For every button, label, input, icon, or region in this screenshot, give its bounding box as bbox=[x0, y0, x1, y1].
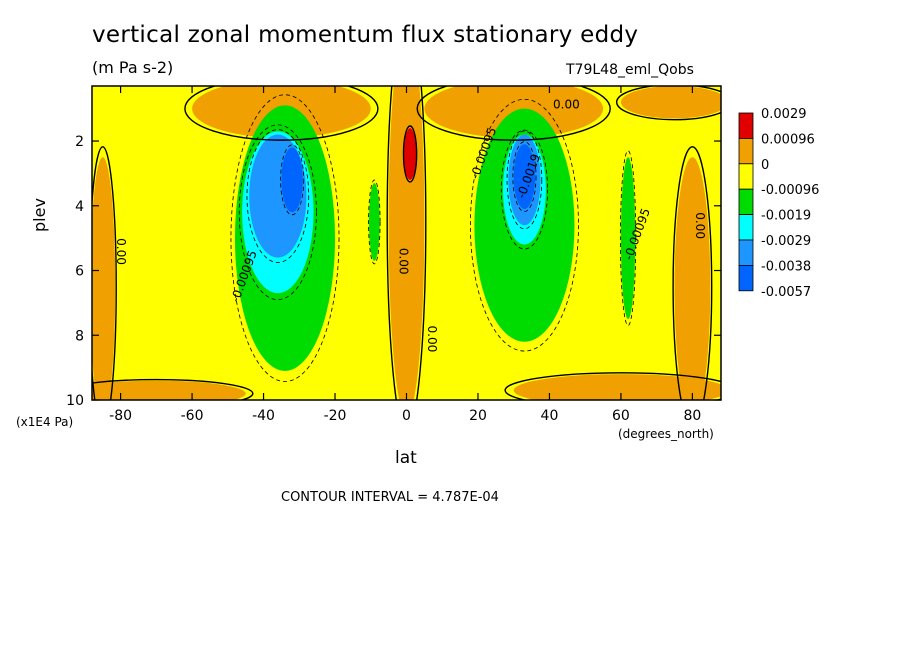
field-region-17 bbox=[281, 147, 303, 213]
x-tick-label-2: -40 bbox=[252, 408, 275, 424]
contour-line-6 bbox=[615, 86, 721, 121]
x-tick-label-5: 20 bbox=[469, 408, 487, 424]
legend-label-2: 0 bbox=[761, 158, 769, 173]
x-tick-label-8: 80 bbox=[683, 408, 701, 424]
y-tick-label-4: 10 bbox=[66, 393, 84, 409]
legend-swatch-1 bbox=[738, 137, 754, 165]
contour-line-3 bbox=[672, 146, 713, 400]
contour-line-10 bbox=[470, 98, 579, 352]
contour-line-16 bbox=[506, 130, 543, 230]
legend-swatch-4 bbox=[738, 214, 754, 241]
y-tick-label-0: 2 bbox=[75, 134, 84, 150]
legend-label-0: 0.0029 bbox=[761, 107, 807, 122]
contour-line-11 bbox=[368, 179, 381, 265]
contour-line-12 bbox=[619, 150, 637, 326]
field-region-2 bbox=[92, 157, 116, 400]
field-region-3 bbox=[674, 157, 711, 400]
legend-swatch-5 bbox=[738, 239, 754, 266]
contour-line-14 bbox=[500, 129, 548, 250]
field-region-7 bbox=[92, 380, 246, 400]
x-tick-label-0: -80 bbox=[109, 408, 132, 424]
chart-units: (m Pa s-2) bbox=[92, 58, 174, 77]
x-tick-label-4: 0 bbox=[402, 408, 411, 424]
contour-line-1 bbox=[402, 125, 418, 183]
legend-label-3: -0.00096 bbox=[761, 183, 819, 198]
contour-label-0: 0.00 bbox=[553, 98, 580, 112]
dataset-label: T79L48_eml_Qobs bbox=[566, 62, 694, 78]
legend-label-6: -0.0038 bbox=[761, 259, 811, 274]
contour-label-7: 0.00 bbox=[425, 326, 439, 353]
y-tick-label-2: 6 bbox=[75, 264, 84, 280]
x-tick-label-3: -20 bbox=[324, 408, 347, 424]
field-region-1 bbox=[403, 128, 417, 180]
legend-swatch-3 bbox=[738, 188, 754, 215]
x-axis-units: (degrees_north) bbox=[618, 427, 714, 441]
contour-label-5: 0.00 bbox=[114, 238, 128, 265]
contour-line-9 bbox=[230, 94, 340, 382]
contour-line-7 bbox=[92, 378, 254, 400]
contour-line-13 bbox=[238, 124, 317, 301]
contour-line-17 bbox=[280, 144, 305, 216]
contour-line-2 bbox=[92, 146, 117, 400]
contour-line-15 bbox=[246, 129, 310, 263]
y-axis-units: (x1E4 Pa) bbox=[16, 415, 74, 429]
x-tick-label-6: 40 bbox=[541, 408, 559, 424]
field-region-11 bbox=[368, 183, 380, 261]
contour-line-0 bbox=[386, 86, 427, 400]
legend-swatch-0 bbox=[738, 112, 754, 139]
chart-title: vertical zonal momentum flux stationary … bbox=[92, 22, 639, 48]
legend-swatch-2 bbox=[738, 163, 754, 190]
contour-label-9: 0.00 bbox=[718, 212, 732, 239]
field-region-18 bbox=[513, 144, 536, 210]
contour-line-5 bbox=[416, 86, 611, 141]
y-tick-label-1: 4 bbox=[75, 199, 84, 215]
contour-label-6: 0.00 bbox=[396, 248, 410, 275]
contour-label-8: 0.00 bbox=[693, 212, 707, 239]
x-tick-label-1: -60 bbox=[181, 408, 204, 424]
x-tick-label-7: 60 bbox=[612, 408, 630, 424]
legend-swatch-6 bbox=[738, 264, 754, 292]
x-axis-label: lat bbox=[395, 448, 417, 468]
y-tick-label-3: 8 bbox=[75, 328, 84, 344]
legend-label-7: -0.0057 bbox=[761, 285, 811, 300]
legend-label-5: -0.0029 bbox=[761, 234, 811, 249]
field-region-6 bbox=[620, 86, 721, 119]
contour-line-8 bbox=[504, 372, 721, 400]
contour-interval-text: CONTOUR INTERVAL = 4.787E-04 bbox=[281, 490, 499, 505]
legend-label-4: -0.0019 bbox=[761, 209, 811, 224]
field-region-8 bbox=[513, 374, 721, 400]
field-region-12 bbox=[620, 157, 636, 320]
legend-label-1: 0.00096 bbox=[761, 132, 815, 147]
contour-line-18 bbox=[512, 141, 537, 212]
contour-line-4 bbox=[184, 86, 379, 141]
